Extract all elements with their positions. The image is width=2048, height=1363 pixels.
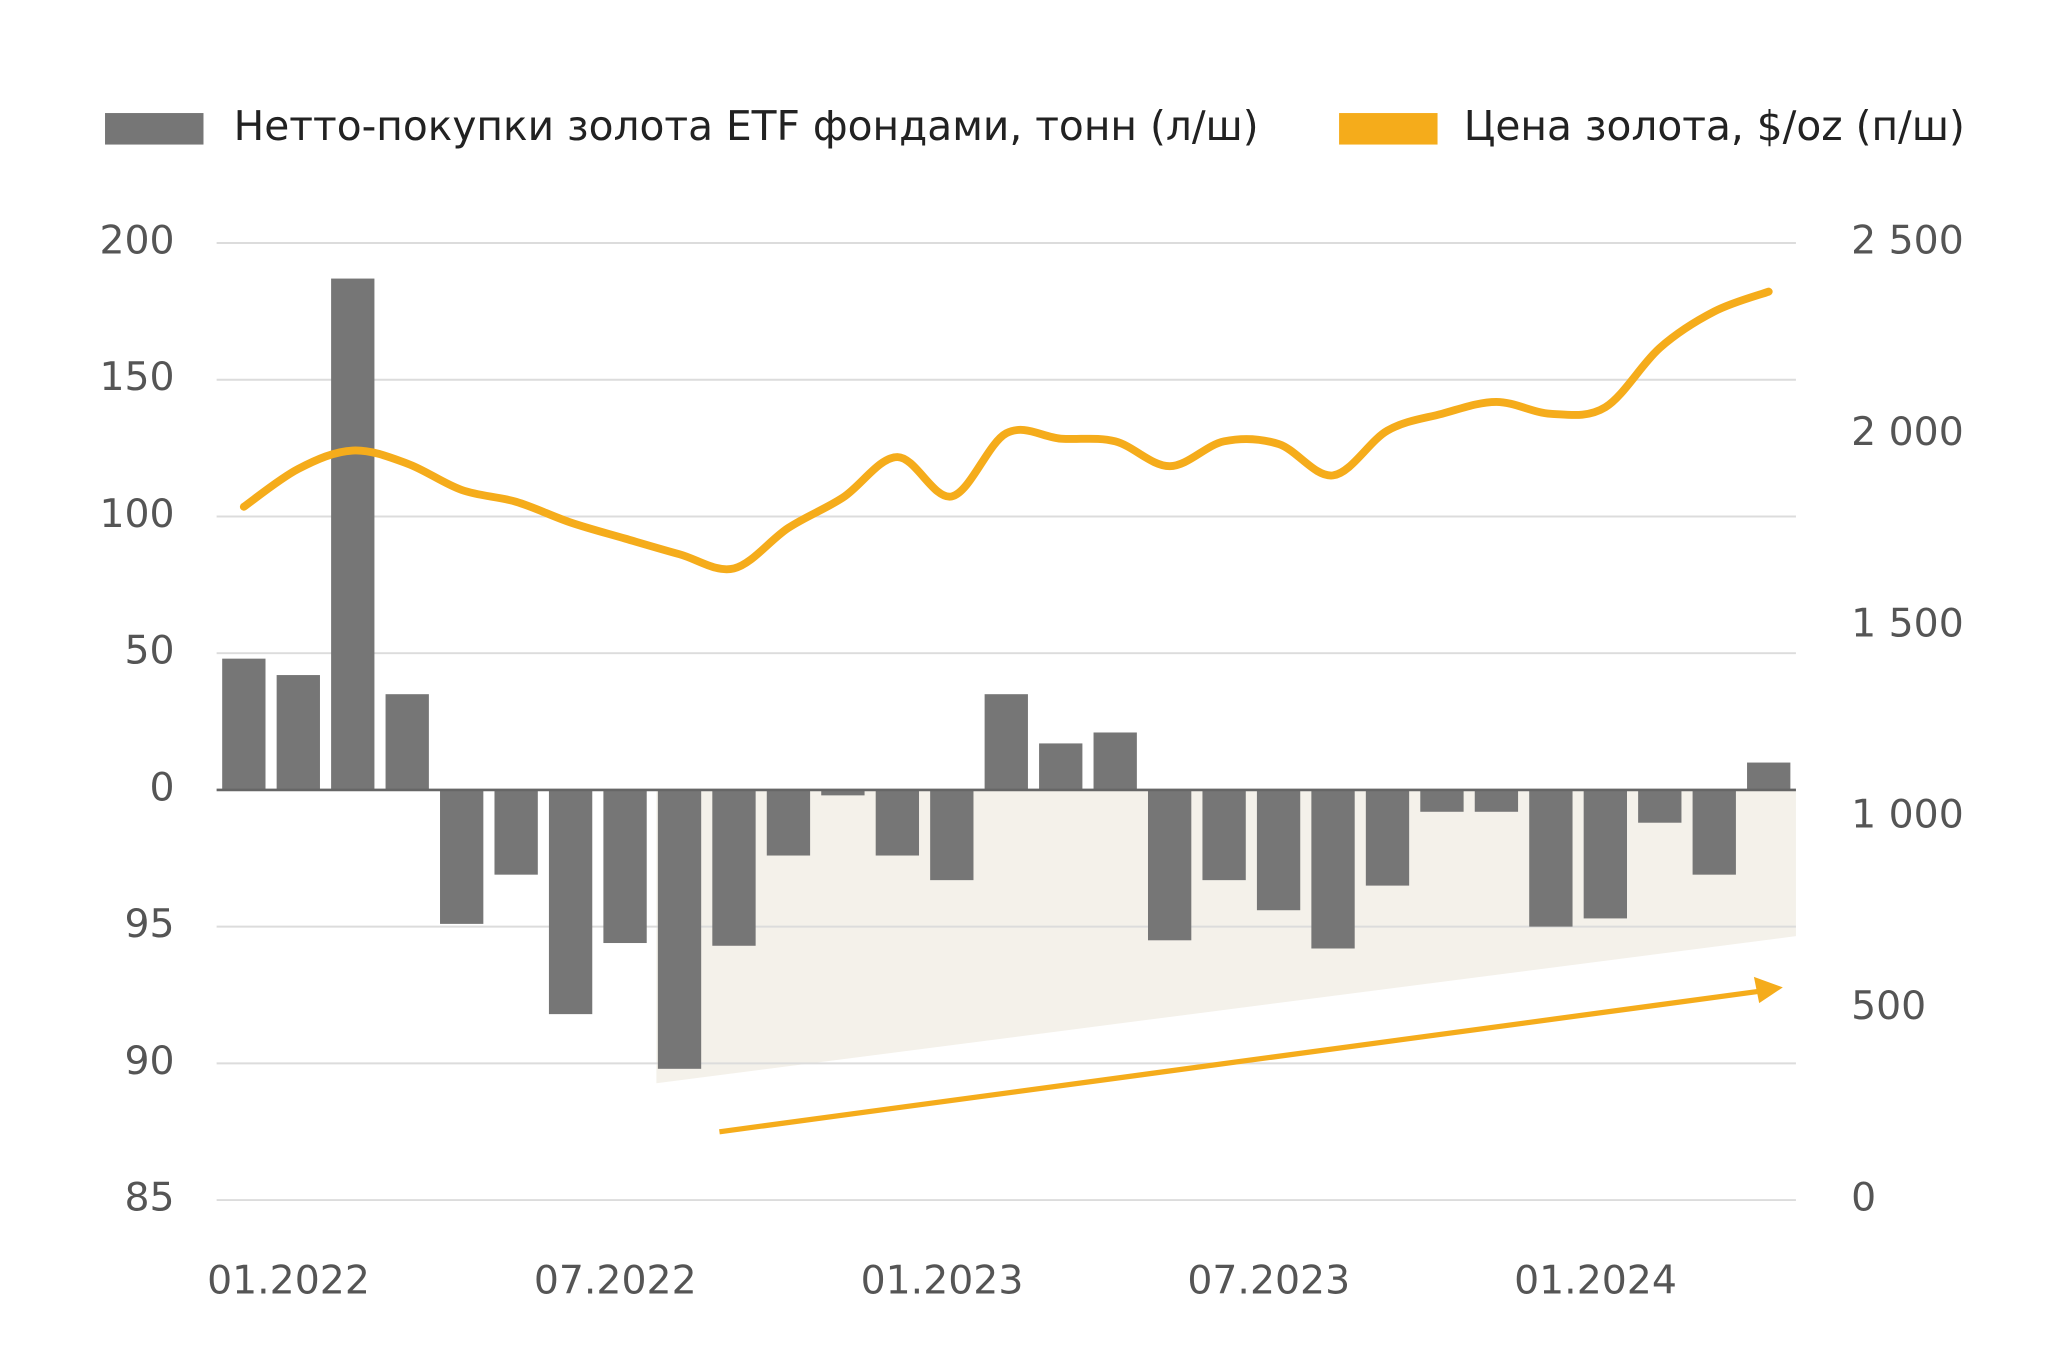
trend-arrow [719,988,1760,1135]
bar [385,694,429,790]
bar [331,278,375,790]
bar [1147,789,1192,941]
bar [1202,789,1246,881]
y-tick-label: 100 [99,491,174,537]
bar [1365,789,1410,886]
bar [821,789,865,796]
y-tick-label: 85 [124,1175,174,1221]
legend-label: Цена золота, $/oz (п/ш) [1464,102,1965,150]
y-tick-label: 95 [124,901,174,947]
bar [930,789,974,881]
line [239,287,1773,574]
y2-tick-label: 2 500 [1851,218,1964,264]
bar [276,675,320,790]
bar [1583,789,1627,919]
bar [1311,789,1355,949]
x-tick-label: 07.2023 [1187,1257,1350,1303]
y2-tick-label: 2 000 [1851,409,1964,455]
bar [875,789,920,856]
y-tick-label: 50 [124,628,174,674]
legend-label: Нетто-покупки золота ETF фондами, тонн (… [234,102,1259,150]
y-tick-label: 150 [99,354,174,400]
y-tick-label: 0 [150,764,175,810]
y2-tick-label: 500 [1851,983,1926,1029]
y2-tick-label: 0 [1851,1175,1876,1221]
bar [1747,762,1791,790]
y2-tick-label: 1 000 [1851,792,1964,838]
bar [1638,789,1682,823]
bar [766,789,811,856]
bar [984,694,1028,790]
bar [657,789,702,1069]
y2-tick-label: 1 500 [1851,600,1964,646]
y-tick-label: 90 [124,1038,174,1084]
bar [1420,789,1464,812]
bar [1474,789,1519,812]
trend-arrow-head [1753,976,1783,1004]
y-tick-label: 200 [99,218,174,264]
legend-swatch [1339,113,1438,145]
bar [1529,789,1573,927]
bar [440,789,484,924]
bar [1093,732,1137,790]
bar [712,789,756,946]
legend-swatch [105,113,204,145]
x-tick-label: 01.2022 [207,1257,370,1303]
x-tick-label: 01.2023 [861,1257,1024,1303]
bar [548,789,593,1015]
bar [494,789,538,875]
bar [1039,743,1083,790]
x-tick-label: 07.2022 [534,1257,697,1303]
x-tick-label: 01.2024 [1514,1257,1677,1303]
bar [1692,789,1736,875]
bar [222,658,266,790]
bar [603,789,647,944]
bar [1256,789,1301,911]
